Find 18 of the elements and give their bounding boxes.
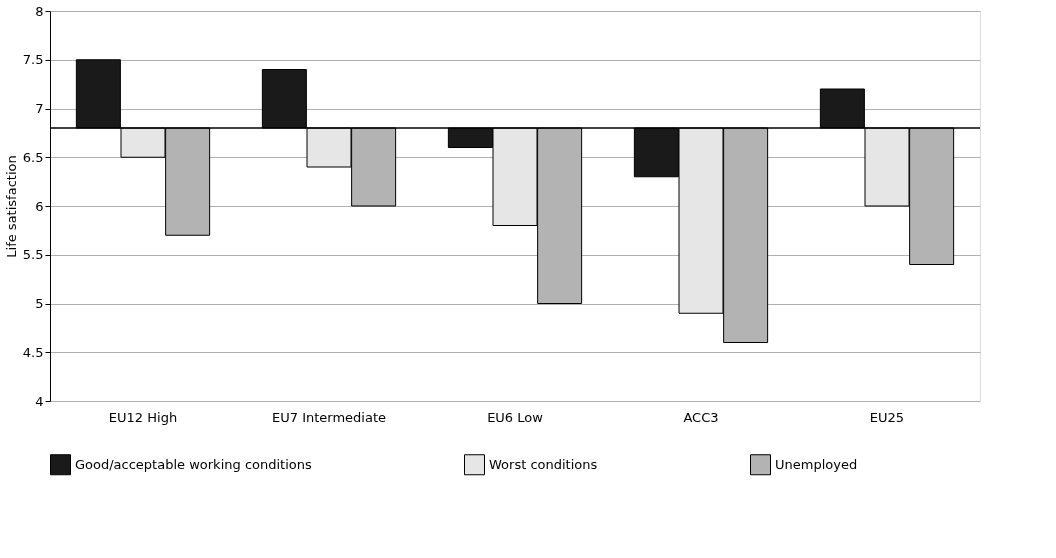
y-axis-title: Life satisfaction [3, 155, 19, 258]
legend-label: Good/acceptable working conditions [75, 456, 312, 472]
y-tick-label: 7.5 [22, 52, 44, 68]
x-tick-label: EU6 Low [487, 409, 544, 425]
y-tick-label: 7 [35, 101, 44, 116]
legend-label: Worst conditions [489, 456, 598, 472]
y-tick-label: 5 [35, 296, 44, 311]
y-tick-label: 6.5 [22, 149, 44, 165]
x-tick-label: EU7 Intermediate [271, 409, 387, 425]
y-tick-label: 4 [35, 393, 44, 409]
legend-label: Unemployed [775, 456, 858, 472]
y-tick-label: 5.5 [22, 247, 44, 263]
x-tick-label: EU12 High [108, 409, 178, 425]
y-tick-label: 8 [35, 3, 44, 19]
x-tick-label: ACC3 [683, 409, 719, 425]
y-tick-label: 4.5 [22, 344, 44, 360]
x-tick-label: EU25 [869, 409, 905, 425]
y-tick-label: 6 [35, 198, 44, 214]
